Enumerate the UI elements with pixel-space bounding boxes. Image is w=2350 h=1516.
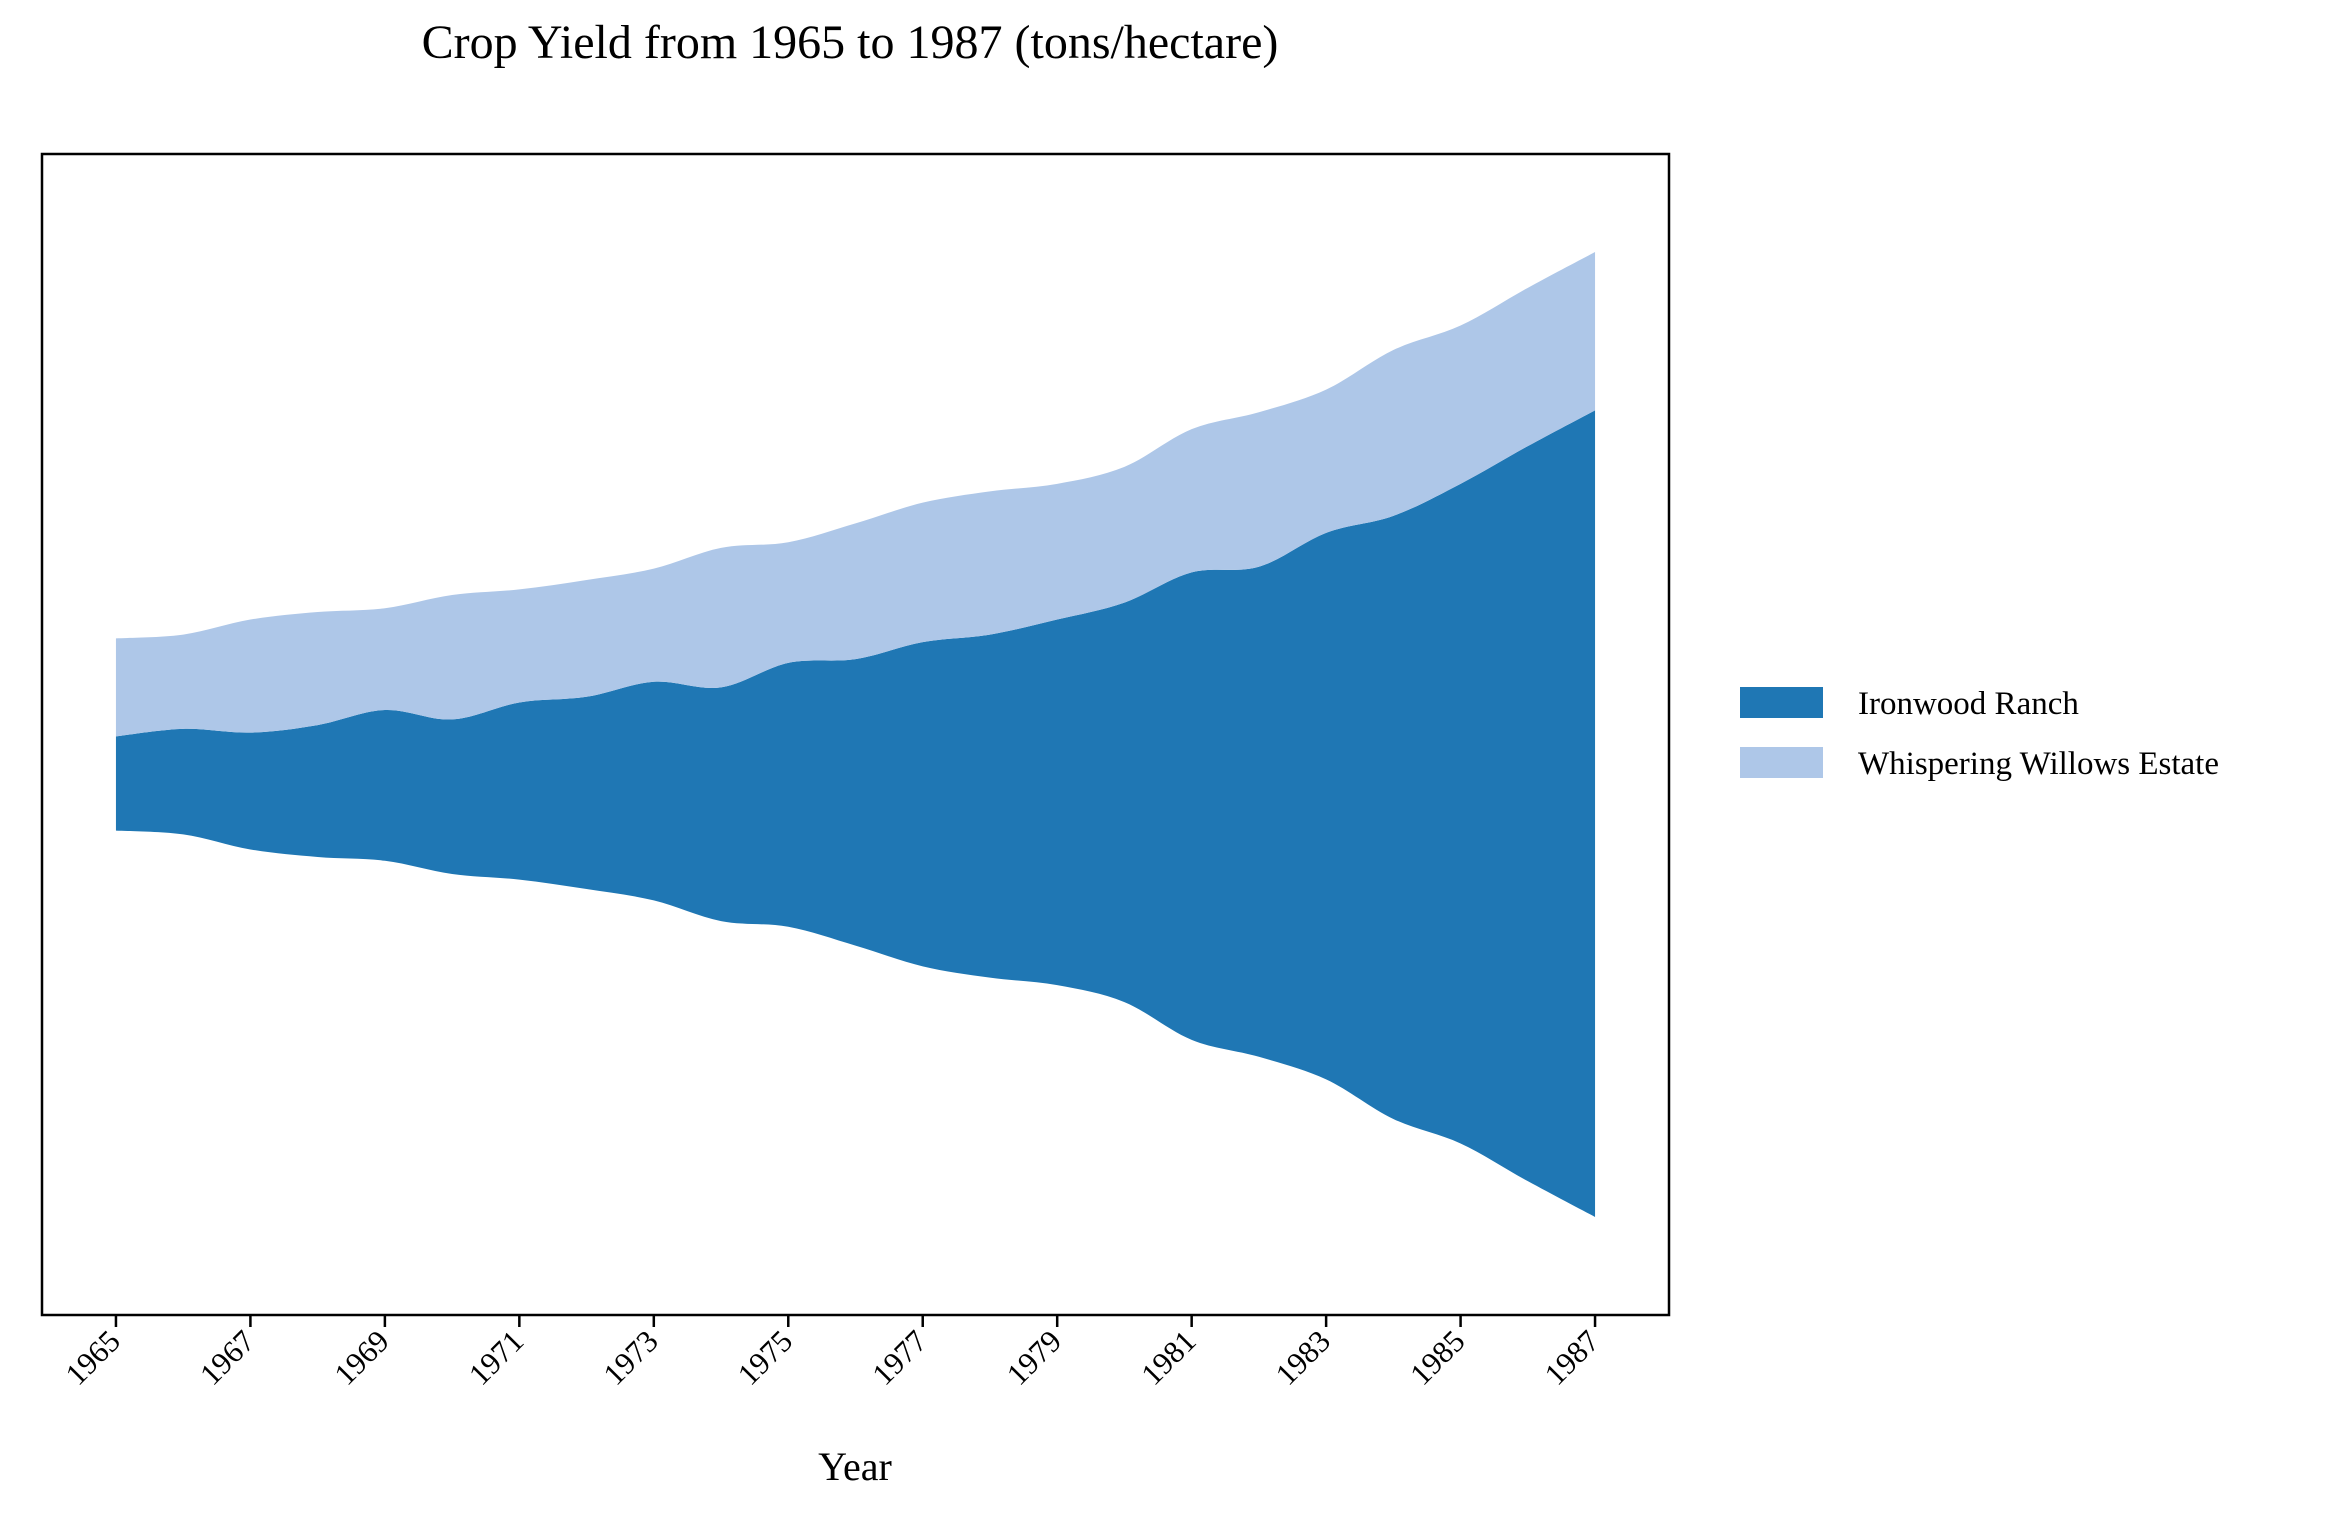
x-tick-label: 1969 — [327, 1323, 396, 1392]
x-tick-label: 1979 — [1000, 1323, 1069, 1392]
legend-swatch — [1740, 687, 1823, 718]
x-tick-label: 1973 — [596, 1323, 665, 1392]
legend-label: Whispering Willows Estate — [1858, 746, 2219, 782]
x-tick-label: 1977 — [865, 1323, 934, 1392]
x-tick-label: 1985 — [1403, 1323, 1472, 1392]
x-tick-label: 1981 — [1134, 1323, 1203, 1392]
x-tick-label: 1975 — [731, 1323, 800, 1392]
legend-swatch — [1740, 747, 1823, 778]
stream-area — [115, 410, 1596, 1217]
legend-label: Ironwood Ranch — [1858, 686, 2079, 722]
x-tick-label: 1983 — [1268, 1323, 1337, 1392]
stream-area — [115, 252, 1596, 737]
x-tick-label: 1971 — [462, 1323, 531, 1392]
x-tick-label: 1967 — [193, 1323, 262, 1392]
x-tick-label: 1987 — [1537, 1323, 1606, 1392]
plot-frame — [40, 152, 1671, 1317]
x-tick-label: 1965 — [58, 1323, 127, 1392]
chart-title: Crop Yield from 1965 to 1987 (tons/hecta… — [422, 16, 1279, 69]
x-axis-label: Year — [818, 1444, 892, 1489]
